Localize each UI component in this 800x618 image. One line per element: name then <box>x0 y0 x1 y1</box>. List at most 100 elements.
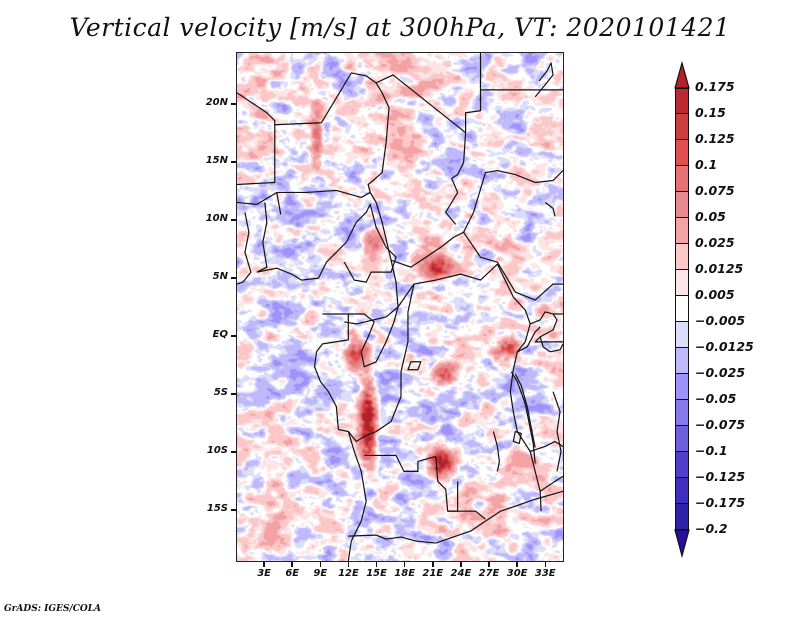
x-tick <box>263 562 265 567</box>
x-tick-label: 18E <box>394 568 416 579</box>
colorbar-segment <box>675 296 689 322</box>
x-tick <box>460 562 462 567</box>
border-line <box>514 373 536 448</box>
y-tick-label: 5N <box>212 271 228 283</box>
border-line <box>237 189 371 206</box>
border-line <box>276 192 282 215</box>
y-tick-label: EQ <box>212 328 228 340</box>
colorbar-label: −0.1 <box>695 443 728 458</box>
colorbar-label: −0.005 <box>695 313 746 328</box>
y-tick-label: 10S <box>206 444 228 456</box>
colorbar-segment <box>675 504 689 530</box>
y-tick <box>231 335 236 337</box>
x-tick-label: 3E <box>257 568 271 579</box>
colorbar-label: 0.0125 <box>695 261 744 276</box>
colorbar-label: −0.0125 <box>695 339 754 354</box>
colorbar-segment <box>675 270 689 296</box>
colorbar-label: 0.005 <box>695 287 735 302</box>
y-tick <box>231 451 236 453</box>
x-tick-label: 12E <box>338 568 359 579</box>
colorbar-label: −0.075 <box>695 417 746 432</box>
border-line <box>237 212 252 285</box>
border-line <box>529 311 558 343</box>
lake-outline <box>492 431 500 472</box>
x-tick <box>432 562 434 567</box>
x-tick <box>488 562 490 567</box>
border-line <box>510 371 536 464</box>
x-tick <box>347 562 350 567</box>
colorbar-label: 0.125 <box>695 131 735 146</box>
colorbar-label: 0.025 <box>695 235 735 250</box>
colorbar-segment <box>675 426 689 452</box>
colorbar-segment <box>675 244 689 270</box>
x-tick <box>375 562 378 567</box>
y-tick-label: 15N <box>205 155 228 167</box>
x-tick-label: 15E <box>366 568 387 579</box>
colorbar-label: −0.175 <box>695 495 746 510</box>
colorbar-segment <box>675 218 689 244</box>
lake-outline <box>512 430 522 445</box>
border-line <box>256 202 268 273</box>
border-line <box>463 169 563 233</box>
border-line <box>517 326 541 353</box>
border-line <box>390 231 563 301</box>
lake-outline <box>544 201 556 217</box>
colorbar-segment <box>675 348 689 374</box>
y-tick <box>231 219 236 221</box>
colorbar-label: 0.075 <box>695 183 735 198</box>
border-line <box>237 124 276 186</box>
x-tick <box>403 562 406 567</box>
border-line <box>397 263 498 308</box>
lake-outline <box>407 361 422 371</box>
x-tick-label: 27E <box>478 568 500 579</box>
colorbar-label: −0.025 <box>695 365 746 380</box>
border-line <box>539 475 563 492</box>
grads-credit: GrADS: IGES/COLA <box>4 604 102 614</box>
colorbar-label: −0.2 <box>695 521 728 536</box>
chart-title: Vertical velocity [m/s] at 300hPa, VT: 2… <box>69 13 731 42</box>
border-line <box>237 53 482 134</box>
x-tick-label: 6E <box>285 568 300 579</box>
border-line <box>435 490 563 544</box>
colorbar-segment <box>675 88 689 114</box>
map-plot-area <box>236 52 564 562</box>
colorbar-segment <box>675 322 689 348</box>
border-line <box>322 313 349 345</box>
border-line <box>338 283 415 443</box>
border-line <box>447 510 486 520</box>
y-tick-label: 5S <box>213 386 228 398</box>
x-tick-label: 33E <box>534 568 556 579</box>
border-line <box>344 192 399 325</box>
colorbar-label: 0.1 <box>695 157 718 172</box>
colorbar-segment <box>675 400 689 426</box>
colorbar-label: 0.175 <box>695 79 735 94</box>
x-tick <box>319 562 322 567</box>
border-line <box>445 132 467 225</box>
colorbar-segment <box>675 192 689 218</box>
x-tick <box>291 562 293 567</box>
border-line <box>552 391 562 472</box>
y-tick-label: 15S <box>206 502 228 514</box>
border-line <box>256 203 397 283</box>
colorbar-segment <box>675 140 689 166</box>
y-tick-label: 20N <box>205 97 228 109</box>
colorbar-segment <box>675 114 689 140</box>
y-tick-label: 10N <box>205 213 228 225</box>
x-tick <box>516 562 518 567</box>
vertical-velocity-field <box>237 53 563 561</box>
colorbar-bottom-arrow <box>674 529 690 559</box>
colorbar-segment <box>675 478 689 504</box>
border-line <box>364 454 459 512</box>
y-tick <box>231 393 236 395</box>
border-line <box>348 306 399 368</box>
y-tick <box>231 277 236 279</box>
y-tick <box>231 509 236 511</box>
colorbar-label: −0.125 <box>695 469 746 484</box>
border-line <box>367 82 390 193</box>
y-tick <box>231 161 236 163</box>
border-line <box>348 534 436 544</box>
colorbar-segment <box>675 166 689 192</box>
lake-outline <box>534 62 554 98</box>
y-tick <box>231 103 236 105</box>
country-borders <box>237 53 563 561</box>
